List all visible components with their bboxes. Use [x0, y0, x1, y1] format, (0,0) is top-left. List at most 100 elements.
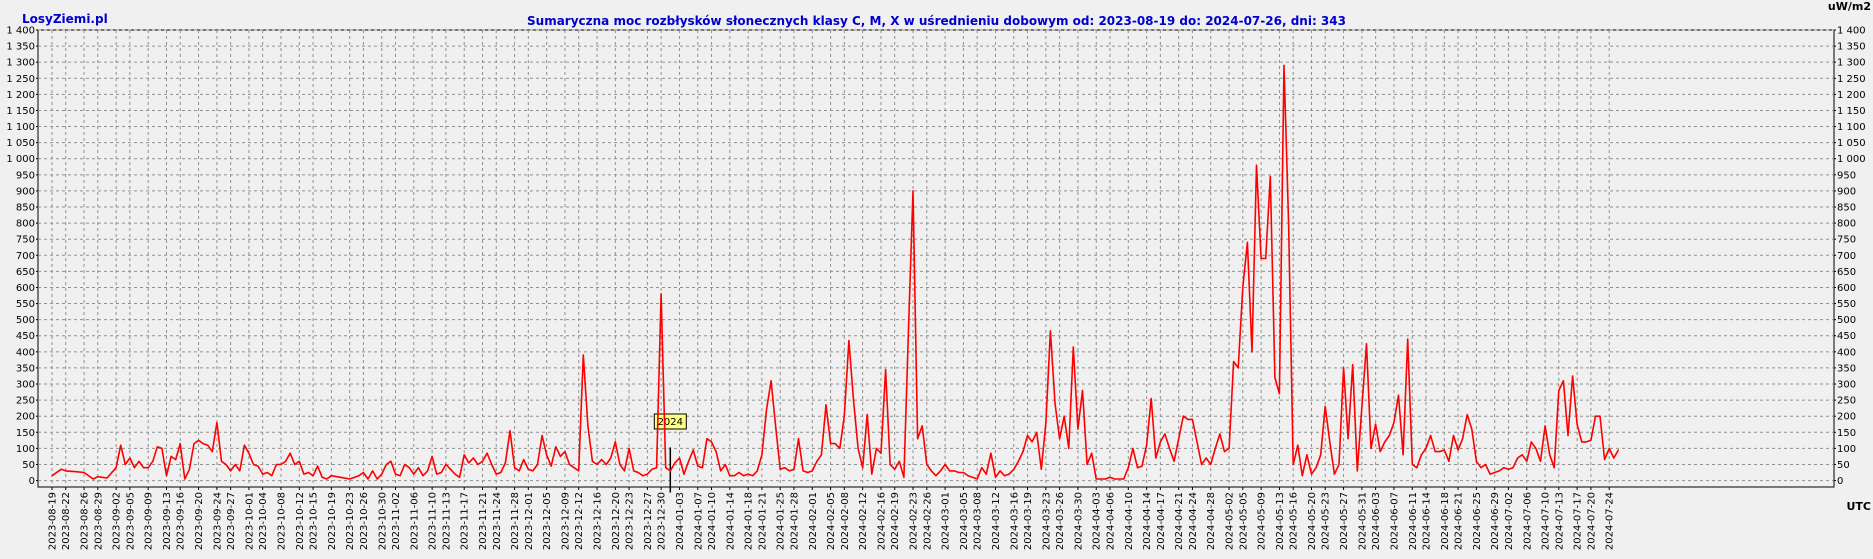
- x-tick-label: 2024-04-06: [1105, 492, 1116, 550]
- data-point: [651, 468, 653, 470]
- data-point: [532, 470, 534, 472]
- data-point: [1517, 457, 1519, 459]
- data-point: [1159, 441, 1161, 443]
- data-point: [1512, 467, 1514, 469]
- data-point: [697, 465, 699, 467]
- data-point: [427, 470, 429, 472]
- x-tick-label: 2023-09-05: [125, 492, 136, 550]
- data-point: [156, 446, 158, 448]
- x-tick-label: 2024-05-31: [1357, 492, 1368, 550]
- data-point: [1420, 454, 1422, 456]
- data-point: [289, 452, 291, 454]
- y-tick-label-left: 700: [16, 251, 35, 262]
- x-tick-label: 2024-06-29: [1490, 492, 1501, 550]
- data-point: [1480, 467, 1482, 469]
- data-point: [875, 447, 878, 449]
- data-point: [1379, 451, 1381, 453]
- x-tick-label: 2024-04-21: [1174, 492, 1185, 550]
- data-point: [797, 438, 800, 440]
- data-point: [990, 452, 992, 454]
- data-point: [1283, 64, 1285, 66]
- x-tick-label: 2023-12-27: [643, 492, 654, 550]
- data-point: [1498, 470, 1500, 472]
- x-tick-label: 2024-03-05: [959, 492, 970, 550]
- data-point: [1288, 222, 1290, 224]
- data-point: [115, 467, 117, 469]
- y-tick-label-left: 400: [16, 347, 35, 358]
- data-point: [312, 475, 314, 477]
- data-point: [568, 463, 571, 466]
- data-point: [1402, 454, 1404, 456]
- y-tick-label-left: 1 050: [6, 138, 35, 149]
- data-point: [1251, 351, 1253, 353]
- data-point: [729, 475, 731, 477]
- data-point: [692, 449, 694, 451]
- data-point: [1214, 447, 1216, 449]
- x-tick-label: 2024-04-14: [1142, 492, 1153, 550]
- y-tick-label-right: 700: [1837, 251, 1856, 262]
- x-tick-label: 2023-12-09: [560, 492, 571, 550]
- data-point: [1613, 457, 1615, 459]
- x-tick-label: 2024-04-03: [1092, 492, 1103, 550]
- y-tick-label-right: 1 150: [1837, 106, 1866, 117]
- x-tick-label: 2024-03-26: [1055, 492, 1066, 550]
- data-point: [1146, 444, 1148, 446]
- x-tick-label: 2023-12-16: [593, 492, 604, 550]
- data-point: [216, 422, 218, 424]
- x-tick-label: 2024-03-12: [991, 492, 1002, 550]
- x-tick-label: 2023-08-22: [61, 492, 72, 550]
- x-tick-label: 2024-07-10: [1541, 492, 1552, 550]
- data-point: [358, 475, 360, 477]
- data-point: [1017, 460, 1020, 462]
- data-point: [1081, 389, 1084, 392]
- series-layer: [51, 64, 1620, 480]
- x-tick-label: 2023-12-23: [625, 492, 636, 550]
- data-point: [724, 463, 726, 466]
- grid-lines: [38, 29, 1834, 487]
- x-tick-label: 2024-02-12: [858, 492, 869, 550]
- data-point: [1155, 457, 1157, 459]
- x-tick-label: 2023-10-19: [327, 492, 338, 550]
- x-tick-label: 2023-11-10: [428, 492, 439, 550]
- data-point: [1333, 473, 1335, 475]
- x-tick-label: 2023-10-15: [309, 492, 320, 550]
- x-tick-label: 2023-09-24: [212, 492, 223, 550]
- year-marker: 2024: [653, 413, 687, 493]
- data-point: [770, 380, 772, 382]
- data-point: [248, 452, 250, 454]
- data-point: [1114, 478, 1116, 480]
- x-tick-label: 2023-10-26: [359, 492, 370, 550]
- x-tick-label: 2024-06-21: [1454, 492, 1465, 550]
- data-point: [591, 460, 594, 462]
- data-point: [536, 463, 539, 466]
- y-tick-label-left: 200: [16, 412, 35, 423]
- data-point: [207, 444, 209, 446]
- data-point: [1558, 389, 1560, 392]
- data-point: [376, 478, 378, 480]
- y-tick-label-left: 50: [22, 460, 35, 471]
- data-point: [74, 471, 76, 473]
- data-point: [1416, 467, 1418, 469]
- data-point: [294, 463, 296, 466]
- y-tick-label-right: 450: [1837, 331, 1856, 342]
- data-point: [1063, 415, 1065, 417]
- data-point: [1604, 459, 1606, 461]
- y-tick-label-left: 950: [16, 170, 35, 181]
- data-point: [51, 475, 53, 477]
- data-point: [362, 471, 364, 474]
- data-point: [688, 460, 690, 462]
- y-tick-label-left: 150: [16, 428, 35, 439]
- data-point: [1384, 441, 1386, 443]
- data-point: [1452, 434, 1455, 437]
- x-tick-label: 2024-02-08: [840, 492, 851, 550]
- x-tick-label: 2023-11-13: [441, 492, 452, 550]
- data-point: [1581, 441, 1583, 443]
- y-tick-label-left: 1 150: [6, 106, 35, 117]
- y-tick-label-left: 250: [16, 396, 35, 407]
- data-point: [1425, 447, 1427, 449]
- x-tick-label: 2023-08-19: [48, 492, 59, 550]
- data-point: [326, 478, 328, 480]
- data-point: [133, 467, 135, 469]
- data-point: [601, 459, 603, 461]
- brand-logo-text[interactable]: LosyZiemi.pl: [22, 12, 108, 26]
